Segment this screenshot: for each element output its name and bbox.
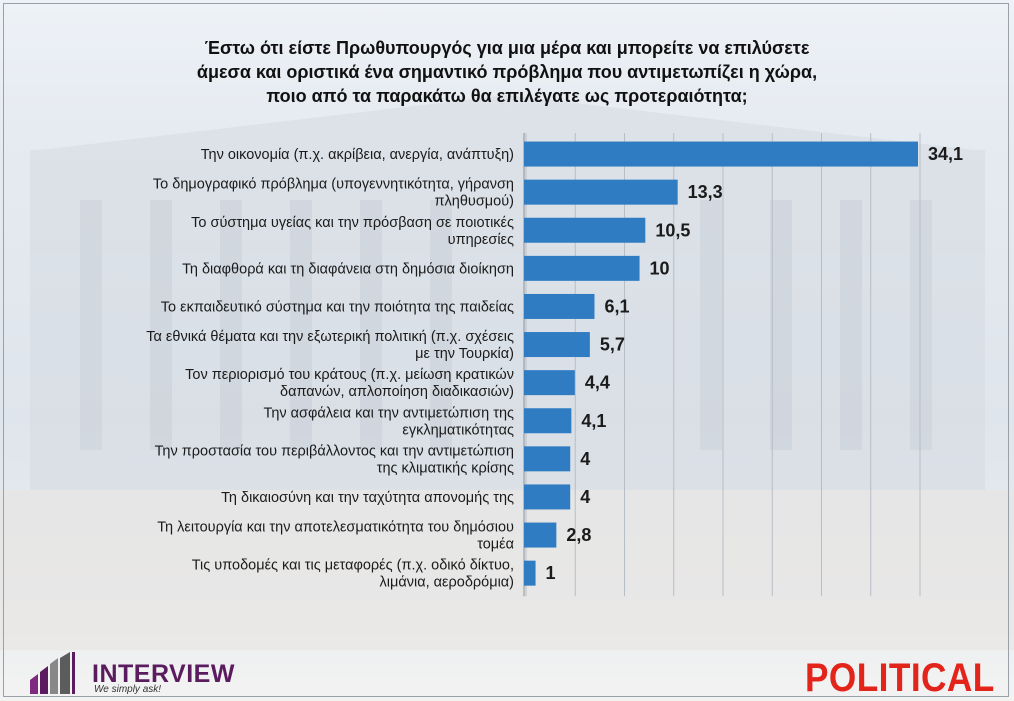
bar-value-label: 34,1 — [928, 144, 963, 164]
bar — [524, 522, 557, 548]
bar — [524, 484, 571, 510]
bar-value-label: 10 — [650, 258, 670, 278]
bar-value-label: 10,5 — [655, 220, 690, 240]
chart-title-line-2: άμεσα και οριστικά ένα σημαντικό πρόβλημ… — [196, 62, 818, 82]
category-label: λιμάνια, αεροδρόμια) — [380, 575, 514, 591]
bar — [524, 179, 678, 205]
bar-value-label: 5,7 — [600, 335, 625, 355]
chart-frame — [3, 3, 1009, 697]
chart-title: Έστω ότι είστε Πρωθυπουργός για μια μέρα… — [120, 36, 894, 108]
bar-value-label: 4,4 — [585, 373, 610, 393]
category-label: Τη λειτουργία και την αποτελεσματικότητα… — [157, 520, 514, 536]
category-label: Την οικονομία (π.χ. ακρίβεια, ανεργία, α… — [201, 147, 514, 163]
bar-value-label: 4 — [580, 449, 590, 469]
category-label: Την προστασία του περιβάλλοντος και την … — [155, 443, 514, 459]
bar-value-label: 2,8 — [566, 525, 591, 545]
category-label: τομέα — [477, 537, 514, 553]
bar — [524, 370, 575, 396]
category-label: Το σύστημα υγείας και την πρόσβαση σε πο… — [191, 215, 514, 231]
category-label: Τη διαφθορά και τη διαφάνεια στη δημόσια… — [182, 261, 514, 277]
interview-logo: INTERVIEW We simply ask! — [28, 650, 258, 696]
chart-title-line-3: ποιο από τα παρακάτω θα επιλέγατε ως προ… — [266, 86, 748, 106]
category-label: πληθυσμού) — [435, 194, 514, 210]
bar-value-label: 13,3 — [688, 182, 723, 202]
category-label: υπηρεσίες — [448, 232, 514, 248]
bar — [524, 408, 572, 434]
category-label: Την ασφάλεια και την αντιμετώπιση της — [264, 405, 514, 421]
bar — [524, 332, 590, 358]
bar-value-label: 1 — [546, 563, 556, 583]
category-label: δαπανών, απλοποίηση διαδικασιών) — [280, 384, 514, 400]
bar — [524, 255, 640, 281]
category-label: Τα εθνικά θέματα και την εξωτερική πολιτ… — [146, 329, 514, 345]
category-label: Τις υποδομές και τις μεταφορές (π.χ. οδι… — [192, 558, 514, 574]
bar-value-label: 4,1 — [581, 411, 606, 431]
bar — [524, 141, 918, 167]
political-logo: POLITICAL — [805, 656, 995, 700]
category-label: Τον περιορισμό του κράτους (π.χ. μείωση … — [185, 367, 514, 383]
interview-logo-tagline: We simply ask! — [94, 684, 162, 695]
interview-bars-icon — [30, 652, 75, 694]
category-label: Το δημογραφικό πρόβλημα (υπογεννητικότητ… — [153, 177, 514, 193]
category-label: Το εκπαιδευτικό σύστημα και την ποιότητα… — [161, 299, 514, 315]
bar — [524, 293, 595, 319]
bar — [524, 560, 536, 586]
bar-value-label: 4 — [580, 487, 590, 507]
category-label: εγκληματικότητας — [402, 422, 514, 438]
chart-title-line-1: Έστω ότι είστε Πρωθυπουργός για μια μέρα… — [204, 38, 810, 58]
category-label: με την Τουρκία) — [415, 346, 514, 362]
bar — [524, 446, 571, 472]
category-label: της κλιματικής κρίσης — [377, 460, 514, 476]
bar-value-label: 6,1 — [604, 296, 629, 316]
bar — [524, 217, 646, 243]
interview-logo-name: INTERVIEW — [92, 660, 235, 688]
category-label: Τη δικαιοσύνη και την ταχύτητα απονομής … — [221, 490, 514, 506]
